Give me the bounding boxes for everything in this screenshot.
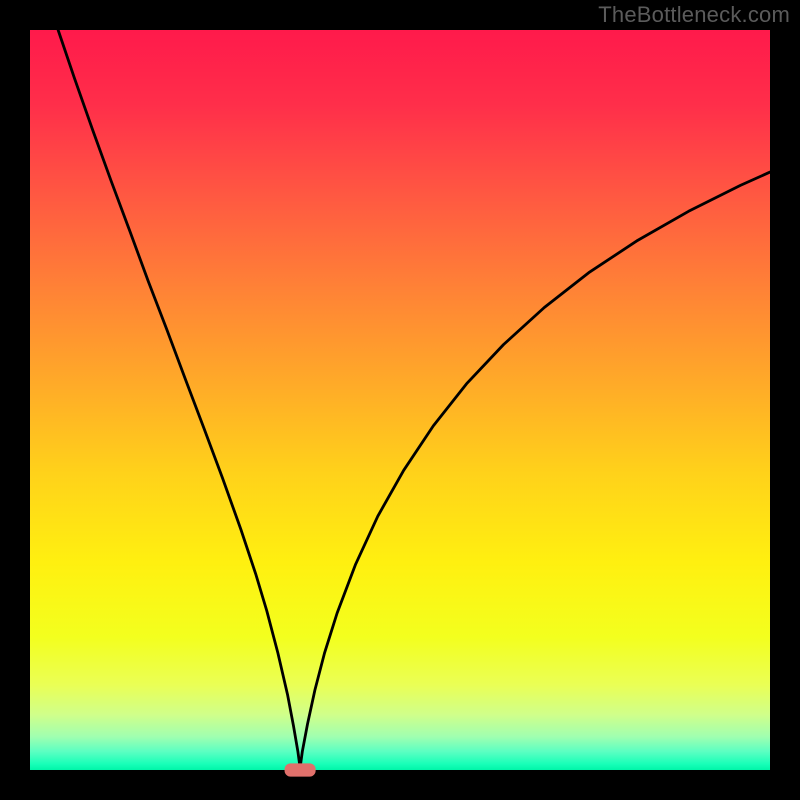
optimal-marker <box>285 763 316 776</box>
gradient-background <box>30 30 770 770</box>
bottleneck-chart <box>0 0 800 800</box>
watermark-text: TheBottleneck.com <box>598 2 790 28</box>
